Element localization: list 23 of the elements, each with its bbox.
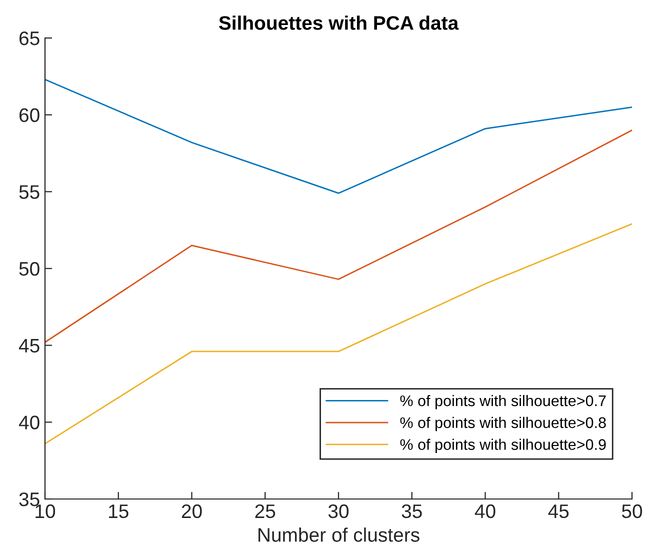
y-tick-label: 35 bbox=[19, 492, 40, 506]
x-axis-title: Number of clusters bbox=[258, 528, 420, 542]
x-tick-label: 20 bbox=[182, 504, 202, 518]
y-tick-label: 40 bbox=[18, 416, 40, 430]
legend-label: % of points with silhouette>0.9 bbox=[400, 438, 606, 453]
legend-label: % of points with silhouette>0.7 bbox=[400, 394, 606, 410]
x-tick-label: 35 bbox=[402, 504, 422, 518]
x-tick-label: 40 bbox=[474, 504, 496, 518]
x-tick-label: 15 bbox=[109, 504, 128, 518]
line-series bbox=[45, 78, 632, 194]
legend-label: % of points with silhouette>0.8 bbox=[400, 416, 606, 432]
y-tick-label: 55 bbox=[19, 185, 40, 199]
x-tick-label: 30 bbox=[328, 504, 349, 518]
y-tick-label: 60 bbox=[20, 108, 40, 122]
x-tick-label: 45 bbox=[548, 504, 569, 518]
y-tick-label: 45 bbox=[18, 339, 40, 353]
x-tick-label: 10 bbox=[36, 504, 56, 518]
x-tick-label: 25 bbox=[255, 504, 276, 518]
y-tick-label: 50 bbox=[19, 262, 40, 276]
chart-title: Silhouettes with PCA data bbox=[218, 16, 459, 30]
line-series bbox=[45, 130, 632, 343]
x-tick-label: 50 bbox=[622, 504, 642, 518]
y-tick-label: 65 bbox=[20, 31, 40, 46]
